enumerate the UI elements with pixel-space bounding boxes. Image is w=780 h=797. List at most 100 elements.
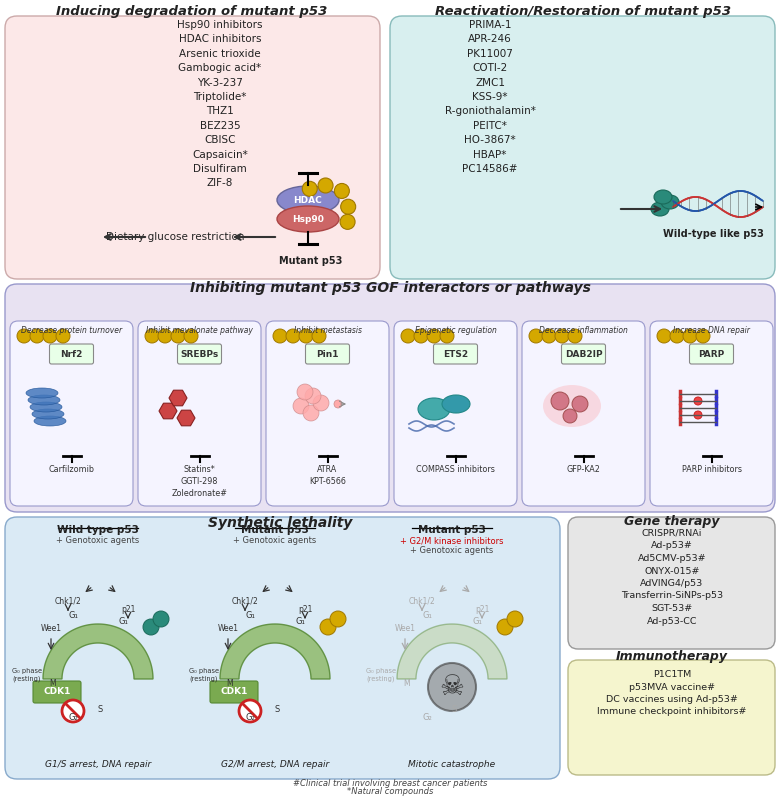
Text: Wee1: Wee1 [41,624,62,633]
Circle shape [340,214,355,230]
FancyBboxPatch shape [562,344,605,364]
FancyBboxPatch shape [266,321,389,506]
Text: Mutant p53: Mutant p53 [279,256,342,266]
Text: Increase DNA repair: Increase DNA repair [673,326,750,335]
Text: GFP-KA2: GFP-KA2 [566,465,601,474]
Text: CDK1: CDK1 [44,688,71,697]
Text: CRISPR/RNAi
Ad-p53#
Ad5CMV-p53#
ONYX-015#
AdVING4/p53
Transferrin-SiNPs-p53
SGT-: CRISPR/RNAi Ad-p53# Ad5CMV-p53# ONYX-015… [621,529,723,626]
Text: G₀ phase
(resting): G₀ phase (resting) [366,668,396,681]
Text: G₁: G₁ [68,611,78,621]
Circle shape [171,329,185,343]
Text: Wee1: Wee1 [395,624,416,633]
FancyBboxPatch shape [5,284,775,512]
Circle shape [303,405,319,421]
Text: ATRA
KPT-6566: ATRA KPT-6566 [309,465,346,486]
Circle shape [184,329,198,343]
Circle shape [428,663,476,711]
Text: + Genotoxic agents: + Genotoxic agents [233,536,317,545]
Circle shape [497,619,513,635]
Text: S: S [452,705,456,713]
FancyBboxPatch shape [306,344,349,364]
Text: PARP: PARP [698,350,725,359]
Text: G₁: G₁ [118,617,128,626]
Ellipse shape [654,190,672,204]
Circle shape [273,329,287,343]
Text: Statins*
GGTI-298
Zoledronate#: Statins* GGTI-298 Zoledronate# [172,465,228,497]
Text: G1/S arrest, DNA repair: G1/S arrest, DNA repair [45,760,151,769]
Text: Carfilzomib: Carfilzomib [48,465,94,474]
Text: Inhibiting mutant p53 GOF interactors or pathways: Inhibiting mutant p53 GOF interactors or… [190,281,590,295]
Text: G₂: G₂ [68,713,78,721]
Text: DAB2IP: DAB2IP [565,350,602,359]
Text: M: M [227,680,233,689]
FancyBboxPatch shape [178,344,222,364]
Text: + Genotoxic agents: + Genotoxic agents [410,546,494,555]
Text: Inhibit metastasis: Inhibit metastasis [293,326,361,335]
FancyBboxPatch shape [394,321,517,506]
Circle shape [299,329,313,343]
Circle shape [145,329,159,343]
Text: S: S [98,705,103,713]
Text: G₂: G₂ [422,713,432,721]
Ellipse shape [28,395,60,405]
Text: Pin1: Pin1 [316,350,339,359]
Circle shape [56,329,70,343]
Text: Mitotic catastrophe: Mitotic catastrophe [409,760,495,769]
Text: CDK1: CDK1 [220,688,248,697]
Circle shape [657,329,671,343]
Text: Hsp90 inhibitors
HDAC inhibitors
Arsenic trioxide
Gambogic acid*
YK-3-237
Tripto: Hsp90 inhibitors HDAC inhibitors Arsenic… [177,20,263,188]
Circle shape [43,329,57,343]
Circle shape [440,329,454,343]
Ellipse shape [661,195,679,209]
FancyBboxPatch shape [49,344,94,364]
Polygon shape [177,410,195,426]
Text: G₁: G₁ [295,617,305,626]
Text: HDAC: HDAC [293,195,322,205]
Text: G₀ phase
(resting): G₀ phase (resting) [12,668,42,681]
Text: Mutant p53: Mutant p53 [241,525,309,535]
Circle shape [153,611,169,627]
Circle shape [318,178,333,193]
Circle shape [30,329,44,343]
Circle shape [297,384,313,400]
Text: P1C1TM
p53MVA vaccine#
DC vaccines using Ad-p53#
Immune checkpoint inhibitors#: P1C1TM p53MVA vaccine# DC vaccines using… [597,670,746,717]
FancyBboxPatch shape [33,681,81,703]
Text: Dietary glucose restriction: Dietary glucose restriction [106,232,244,242]
Text: Inhibit mevalonate pathway: Inhibit mevalonate pathway [146,326,253,335]
Text: Hsp90: Hsp90 [292,214,324,223]
Text: Mutant p53: Mutant p53 [418,525,486,535]
FancyBboxPatch shape [568,660,775,775]
Text: Wild-type like p53: Wild-type like p53 [662,229,764,239]
Text: G₀ phase
(resting): G₀ phase (resting) [189,668,219,681]
Circle shape [563,409,577,423]
Circle shape [334,400,342,408]
Ellipse shape [442,395,470,413]
Ellipse shape [651,202,669,216]
Text: G₁: G₁ [245,611,255,621]
Circle shape [143,619,159,635]
FancyBboxPatch shape [690,344,733,364]
Circle shape [239,700,261,722]
Circle shape [529,329,543,343]
FancyBboxPatch shape [650,321,773,506]
Text: M: M [50,680,56,689]
Text: + Genotoxic agents: + Genotoxic agents [56,536,140,545]
Circle shape [551,392,569,410]
Text: + G2/M kinase inhibitors: + G2/M kinase inhibitors [400,536,504,545]
Circle shape [568,329,582,343]
Circle shape [158,329,172,343]
Circle shape [330,611,346,627]
Text: M: M [404,680,410,689]
Ellipse shape [26,388,58,398]
Text: Immunotherapy: Immunotherapy [616,650,728,663]
Circle shape [694,411,702,419]
Text: Chk1/2: Chk1/2 [232,597,258,606]
Text: Nrf2: Nrf2 [60,350,83,359]
Text: Chk1/2: Chk1/2 [55,597,81,606]
Text: Wee1: Wee1 [218,624,239,633]
Polygon shape [159,403,177,418]
Circle shape [286,329,300,343]
Ellipse shape [34,416,66,426]
Circle shape [17,329,31,343]
Circle shape [335,183,349,198]
